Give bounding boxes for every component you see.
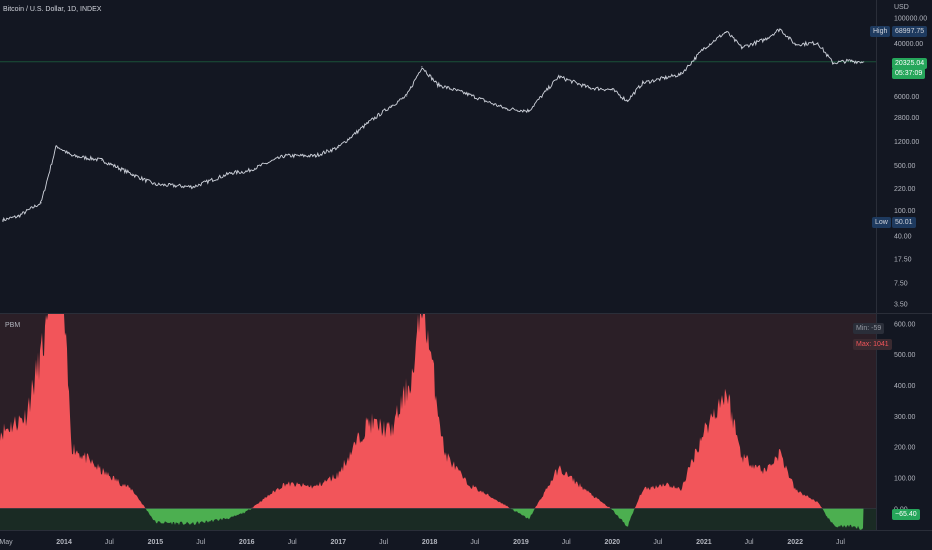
indicator-tick-label: 200.00: [894, 445, 916, 452]
price-point: [466, 93, 469, 95]
symbol-title: Bitcoin / U.S. Dollar, 1D, INDEX: [3, 6, 102, 13]
price-point: [816, 42, 819, 44]
price-tick-label: 2800.00: [894, 115, 919, 122]
price-point: [101, 159, 103, 161]
price-point: [421, 66, 423, 68]
time-tick-label: 2017: [331, 539, 347, 546]
price-point: [230, 172, 233, 174]
price-point: [337, 146, 340, 149]
indicator-negative-zone: [0, 508, 876, 530]
price-tick-label: 500.00: [894, 163, 916, 170]
price-tick-label: 40000.00: [894, 41, 923, 48]
price-point: [680, 73, 682, 76]
price-point: [862, 61, 865, 63]
price-tick-label: 40.00: [894, 234, 912, 241]
price-point: [557, 75, 560, 78]
price-tick-label: 7.50: [894, 280, 908, 287]
price-tick-label: 1200.00: [894, 139, 919, 146]
price-point: [641, 82, 644, 84]
time-tick-label: 2016: [239, 539, 255, 546]
price-point: [847, 60, 850, 62]
price-point: [314, 155, 317, 157]
price-point: [245, 170, 248, 173]
time-tick-label: 2015: [148, 539, 164, 546]
indicator-negative-area: [0, 508, 864, 530]
time-tick-label: Jul: [745, 539, 754, 546]
price-point: [17, 215, 19, 218]
indicator-tick-label: 300.00: [894, 414, 916, 421]
indicator-tick-label: 500.00: [894, 352, 916, 359]
price-point: [794, 43, 796, 46]
indicator-tick-label: 100.00: [894, 476, 916, 483]
price-point: [779, 28, 781, 30]
last-price-label: 20325.04: [892, 58, 928, 69]
price-point: [40, 201, 42, 204]
indicator-max-label: Max: 1041: [853, 339, 892, 350]
time-tick-label: Jul: [105, 539, 114, 546]
time-tick-label: 2021: [696, 539, 712, 546]
price-point: [367, 121, 370, 124]
price-point: [131, 173, 134, 176]
time-tick-label: 2022: [787, 539, 803, 546]
price-tick-label: 220.00: [894, 186, 916, 193]
price-point: [740, 46, 743, 49]
price-series-line: [2, 28, 864, 223]
price-tick-label: 6000.00: [894, 94, 919, 101]
price-point: [71, 155, 73, 157]
time-tick-label: May: [0, 539, 13, 546]
time-tick-label: Jul: [562, 539, 571, 546]
indicator-positive-area: [0, 314, 864, 509]
price-point: [664, 76, 667, 79]
price-tick-label: 3.50: [894, 302, 908, 309]
indicator-name[interactable]: PBM: [5, 322, 21, 329]
price-point: [703, 47, 705, 50]
indicator-current-value: −65.40: [892, 509, 920, 520]
price-point: [725, 30, 728, 33]
time-tick-label: Jul: [836, 539, 845, 546]
price-point: [626, 100, 629, 102]
time-tick-label: Jul: [379, 539, 388, 546]
price-point: [763, 38, 766, 41]
high-value: 68997.75: [892, 26, 928, 37]
high-label: High: [870, 26, 891, 37]
price-point: [283, 155, 286, 157]
time-tick-label: Jul: [196, 539, 205, 546]
indicator-min-label: Min: -59: [853, 323, 885, 334]
price-point: [1, 219, 4, 221]
time-tick-label: Jul: [470, 539, 479, 546]
price-point: [832, 62, 834, 64]
low-label: Low: [872, 217, 891, 228]
time-tick-label: 2018: [422, 539, 438, 546]
low-value: 50.01: [892, 217, 916, 228]
price-point: [154, 183, 157, 186]
price-point: [436, 83, 439, 86]
price-point: [55, 145, 58, 147]
price-axis-unit: USD: [894, 4, 909, 11]
price-tick-label: 100000.00: [894, 15, 927, 22]
time-tick-label: Jul: [288, 539, 297, 546]
countdown-label: 05:37:09: [892, 68, 926, 79]
price-point: [405, 95, 408, 97]
price-tick-label: 100.00: [894, 208, 916, 215]
price-tick-label: 17.50: [894, 257, 912, 264]
price-point: [588, 87, 591, 89]
time-tick-label: Jul: [653, 539, 662, 546]
indicator-tick-label: 600.00: [894, 321, 916, 328]
price-point: [390, 105, 393, 107]
time-tick-label: 2014: [56, 539, 72, 546]
time-tick-label: 2020: [604, 539, 620, 546]
price-point: [504, 107, 507, 110]
time-tick-label: 2019: [513, 539, 529, 546]
price-point: [611, 88, 614, 91]
indicator-tick-label: 400.00: [894, 383, 916, 390]
price-point: [527, 110, 530, 112]
price-point: [192, 186, 194, 188]
